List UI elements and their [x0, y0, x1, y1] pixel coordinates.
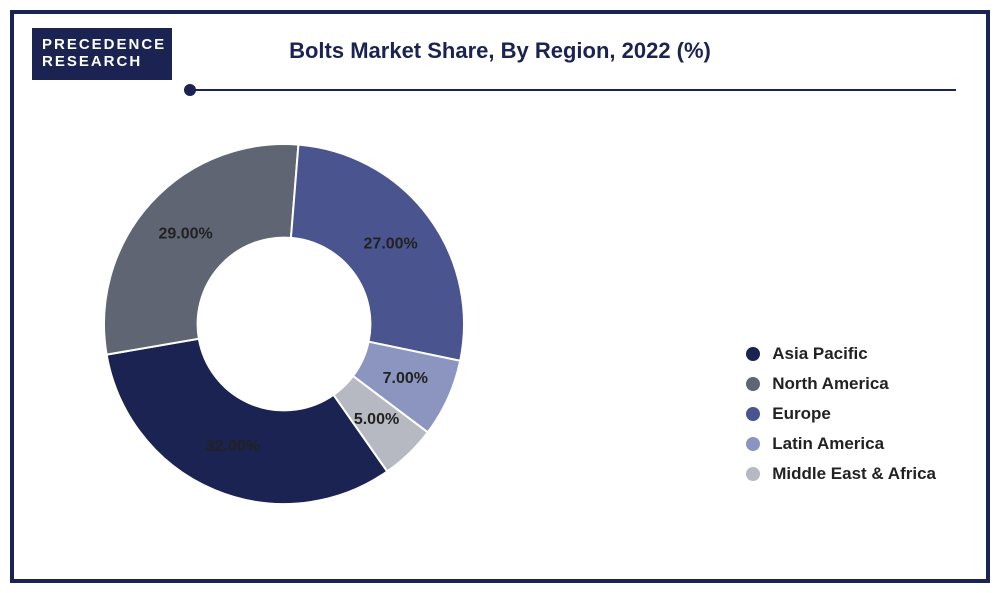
- donut-chart: 32.00% 29.00% 27.00% 7.00% 5.00%: [74, 114, 494, 534]
- chart-title: Bolts Market Share, By Region, 2022 (%): [289, 38, 711, 64]
- legend: Asia Pacific North America Europe Latin Ame…: [746, 344, 936, 494]
- donut-slice: [104, 144, 298, 355]
- legend-item: Europe: [746, 404, 936, 424]
- title-row: Bolts Market Share, By Region, 2022 (%): [14, 38, 986, 64]
- legend-item: Middle East & Africa: [746, 464, 936, 484]
- legend-swatch-icon: [746, 347, 760, 361]
- slice-label: 27.00%: [364, 235, 418, 252]
- chart-frame: PRECEDENCE RESEARCH Bolts Market Share, …: [10, 10, 990, 583]
- legend-item: Latin America: [746, 434, 936, 454]
- legend-item: North America: [746, 374, 936, 394]
- legend-swatch-icon: [746, 467, 760, 481]
- legend-swatch-icon: [746, 437, 760, 451]
- slice-label: 32.00%: [206, 438, 260, 455]
- donut-svg: 32.00% 29.00% 27.00% 7.00% 5.00%: [74, 114, 494, 534]
- slice-label: 29.00%: [159, 225, 213, 242]
- legend-label: Latin America: [772, 434, 884, 454]
- donut-slice: [107, 339, 388, 504]
- donut-slice: [291, 145, 464, 361]
- legend-label: North America: [772, 374, 889, 394]
- divider-line: [194, 89, 956, 91]
- legend-item: Asia Pacific: [746, 344, 936, 364]
- slice-label: 5.00%: [354, 411, 399, 428]
- legend-label: Middle East & Africa: [772, 464, 936, 484]
- legend-swatch-icon: [746, 377, 760, 391]
- slice-label: 7.00%: [383, 370, 428, 387]
- legend-label: Europe: [772, 404, 831, 424]
- legend-label: Asia Pacific: [772, 344, 867, 364]
- title-divider: [184, 84, 956, 96]
- legend-swatch-icon: [746, 407, 760, 421]
